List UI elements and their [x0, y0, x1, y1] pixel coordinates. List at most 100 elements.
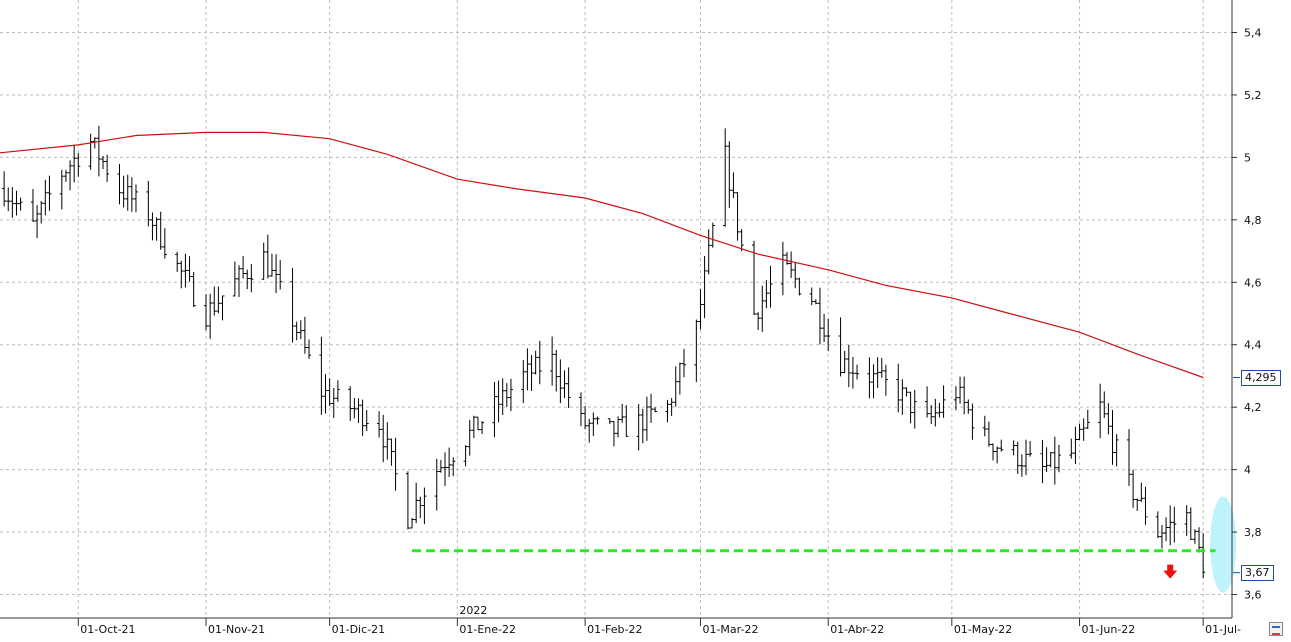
price-bar: [1106, 403, 1111, 435]
price-bar: [694, 319, 699, 383]
price-bar: [414, 482, 419, 524]
price-bar: [640, 408, 645, 444]
x-tick-label: 01-Nov-21: [208, 623, 265, 636]
price-bar: [154, 217, 159, 241]
price-bar: [500, 378, 505, 416]
price-bar: [554, 349, 559, 392]
price-bar: [298, 320, 303, 340]
price-bar: [958, 376, 963, 404]
price-bar: [125, 174, 130, 211]
price-bar: [236, 265, 241, 298]
price-bar: [1056, 444, 1061, 473]
price-bar: [63, 169, 68, 182]
price-bar: [933, 398, 938, 427]
price-bar: [2, 171, 7, 207]
price-bar: [471, 415, 476, 439]
price-bar: [72, 144, 77, 183]
price-bar: [855, 364, 860, 380]
price-bar: [1164, 517, 1169, 542]
price-bar: [999, 439, 1004, 452]
price-bar: [187, 256, 192, 282]
price-bar: [220, 295, 225, 321]
price-bar: [451, 457, 456, 477]
price-bar: [760, 285, 765, 332]
price-bar: [30, 189, 35, 222]
price-bar: [871, 364, 876, 399]
price-bar: [587, 418, 592, 443]
price-bar: [591, 412, 596, 437]
price-bar: [364, 409, 369, 432]
price-bar: [204, 294, 209, 331]
price-bar: [1081, 418, 1086, 441]
price-bar: [896, 363, 901, 413]
price-bar: [183, 253, 188, 288]
price-bar: [698, 289, 703, 330]
price-bar: [937, 402, 942, 418]
price-bar: [475, 416, 480, 431]
x-tick-label: 01-Mar-22: [702, 623, 758, 636]
price-bar: [438, 459, 443, 473]
price-bar: [962, 376, 967, 415]
price-bar: [649, 393, 654, 423]
price-bar: [278, 260, 283, 290]
price-bar: [261, 242, 266, 280]
price-bar: [706, 229, 711, 275]
x-tick-label: 01-May-22: [954, 623, 1012, 636]
price-label: 4,295: [1241, 369, 1281, 386]
price-bar: [669, 398, 674, 416]
price-bar: [793, 262, 798, 289]
price-bar: [739, 229, 744, 252]
price-bar: [525, 348, 530, 391]
price-bar: [294, 321, 299, 341]
price-bar: [39, 200, 44, 224]
price-bar: [595, 416, 600, 425]
chart-settings-icon[interactable]: [1269, 622, 1283, 636]
price-bar: [35, 205, 40, 239]
price-bar: [780, 241, 785, 296]
price-bar: [434, 458, 439, 511]
price-bar: [307, 339, 312, 359]
price-bar: [14, 190, 19, 216]
price-bar: [970, 403, 975, 440]
price-bar: [875, 357, 880, 388]
price-bar: [764, 280, 769, 309]
price-bar: [1197, 527, 1202, 553]
price-bar: [175, 251, 180, 272]
price-bar: [929, 405, 934, 424]
price-bar: [735, 192, 740, 241]
price-bar: [327, 378, 332, 407]
price-bar: [269, 253, 274, 277]
price-bar: [274, 254, 279, 294]
price-bar: [925, 386, 930, 418]
price-bar: [146, 180, 151, 227]
price-bar: [393, 437, 398, 491]
price-bar: [410, 517, 415, 529]
x-tick-label: 01-Abr-22: [830, 623, 884, 636]
annotation-foreground-layer: [1163, 564, 1178, 579]
price-bar: [912, 389, 917, 429]
y-tick-label: 4,6: [1244, 276, 1262, 289]
price-bar: [1143, 486, 1148, 525]
price-bar: [1102, 391, 1107, 418]
price-bar: [405, 471, 410, 530]
series-layer: [0, 131, 1216, 553]
price-bar: [566, 367, 571, 408]
price-bar: [191, 271, 196, 308]
price-bar: [1023, 439, 1028, 476]
price-bar: [616, 416, 621, 438]
price-bar: [756, 312, 761, 330]
price-bar: [731, 172, 736, 198]
price-bar: [620, 403, 625, 423]
price-bar: [1110, 410, 1115, 465]
price-bar: [995, 446, 1000, 464]
price-bar: [1019, 454, 1024, 477]
price-bar: [360, 399, 365, 436]
price-bar: [710, 222, 715, 248]
x-tick-label: 01-Jun-22: [1082, 623, 1136, 636]
annotation-background-layer: [1210, 496, 1237, 593]
y-tick-label: 5: [1244, 151, 1251, 164]
y-tick-label: 4,4: [1244, 339, 1262, 352]
price-bar: [216, 286, 221, 314]
price-bar: [319, 336, 324, 415]
